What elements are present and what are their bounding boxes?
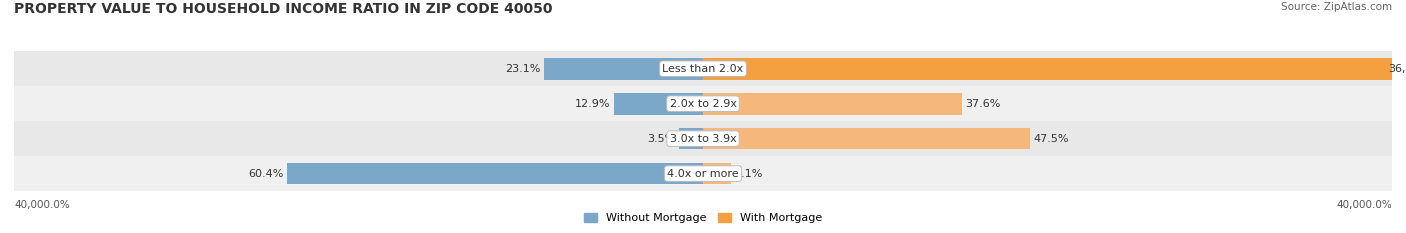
Text: 4.1%: 4.1% — [735, 169, 763, 178]
Bar — [287, 163, 703, 185]
Bar — [703, 163, 731, 185]
Text: 36,908.6%: 36,908.6% — [1389, 64, 1406, 74]
Bar — [14, 121, 1392, 156]
Text: 3.0x to 3.9x: 3.0x to 3.9x — [669, 134, 737, 144]
Text: 37.6%: 37.6% — [966, 99, 1001, 109]
Text: 60.4%: 60.4% — [247, 169, 284, 178]
Legend: Without Mortgage, With Mortgage: Without Mortgage, With Mortgage — [579, 208, 827, 227]
Bar — [703, 93, 962, 114]
Text: 3.5%: 3.5% — [647, 134, 675, 144]
Text: Source: ZipAtlas.com: Source: ZipAtlas.com — [1281, 2, 1392, 12]
Text: 2.0x to 2.9x: 2.0x to 2.9x — [669, 99, 737, 109]
Bar — [544, 58, 703, 80]
Bar — [14, 156, 1392, 191]
Text: 40,000.0%: 40,000.0% — [1336, 200, 1392, 210]
Text: Less than 2.0x: Less than 2.0x — [662, 64, 744, 74]
Bar — [14, 86, 1392, 121]
Text: PROPERTY VALUE TO HOUSEHOLD INCOME RATIO IN ZIP CODE 40050: PROPERTY VALUE TO HOUSEHOLD INCOME RATIO… — [14, 2, 553, 16]
Bar — [614, 93, 703, 114]
Bar — [703, 128, 1031, 150]
Bar — [14, 51, 1392, 86]
Text: 47.5%: 47.5% — [1033, 134, 1069, 144]
Bar — [703, 58, 1392, 80]
Text: 4.0x or more: 4.0x or more — [668, 169, 738, 178]
Text: 23.1%: 23.1% — [505, 64, 540, 74]
Bar — [679, 128, 703, 150]
Text: 12.9%: 12.9% — [575, 99, 610, 109]
Text: 40,000.0%: 40,000.0% — [14, 200, 70, 210]
